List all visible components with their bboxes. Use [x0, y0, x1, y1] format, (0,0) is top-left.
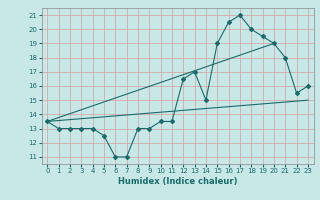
X-axis label: Humidex (Indice chaleur): Humidex (Indice chaleur) — [118, 177, 237, 186]
